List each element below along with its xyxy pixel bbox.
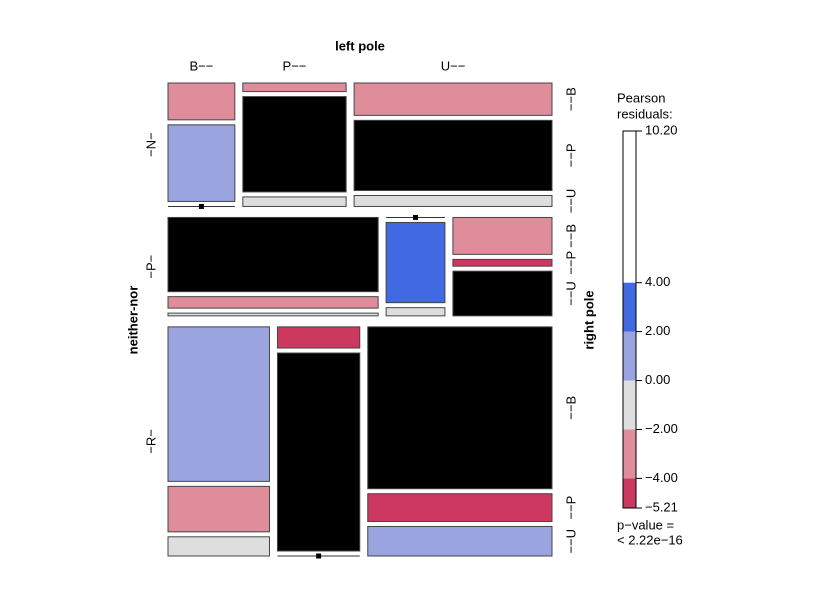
legend-tick-label: 10.20: [645, 122, 678, 137]
right-label: −−B: [563, 396, 578, 420]
tile: [452, 258, 553, 267]
legend-title: Pearson: [617, 90, 665, 105]
legend-swatch: [623, 331, 636, 381]
tile: [353, 82, 553, 116]
legend-tick-label: 4.00: [645, 274, 670, 289]
tile: [276, 352, 361, 552]
tile: [242, 196, 347, 207]
column-label: P−−: [283, 58, 307, 73]
legend-tick-label: −2.00: [645, 421, 678, 436]
legend-title: residuals:: [617, 106, 673, 121]
tile: [167, 326, 270, 482]
tile: [167, 124, 236, 202]
tile: [353, 195, 553, 207]
tile: [452, 216, 553, 255]
tile: [167, 82, 236, 121]
legend-tick-label: −5.21: [645, 499, 678, 514]
p-value: p−value =: [617, 517, 674, 532]
tile: [367, 493, 553, 523]
empty-marker: [316, 553, 322, 559]
column-label: U−−: [441, 58, 466, 73]
row-label: −R−: [143, 429, 158, 454]
tile: [242, 82, 347, 93]
y-axis-title: neither-nor: [125, 286, 140, 355]
right-label: −−U: [563, 529, 578, 554]
row-label: −P−: [143, 255, 158, 279]
tile: [452, 270, 553, 317]
tile: [167, 536, 270, 557]
tile: [167, 216, 379, 293]
legend-tick-label: 2.00: [645, 323, 670, 338]
legend-tick-label: −4.00: [645, 470, 678, 485]
legend-tick-label: 0.00: [645, 372, 670, 387]
tile: [385, 307, 446, 317]
tile: [367, 326, 553, 490]
tile: [167, 312, 379, 317]
column-label: B−−: [189, 58, 213, 73]
tile: [353, 119, 553, 192]
z-axis-title: right pole: [581, 290, 596, 349]
legend-swatch: [623, 478, 636, 508]
tile: [367, 526, 553, 557]
right-label: −−P: [563, 143, 578, 167]
right-label: −−B: [563, 224, 578, 248]
legend-swatch: [623, 282, 636, 332]
right-label: −−P: [563, 496, 578, 520]
tile: [167, 296, 379, 309]
tile: [276, 326, 361, 349]
empty-marker: [198, 203, 204, 209]
tile: [167, 485, 270, 533]
legend-swatch: [623, 429, 636, 479]
right-label: −−B: [563, 87, 578, 111]
tile: [385, 221, 446, 304]
tile: [242, 96, 347, 193]
right-label: −−P: [563, 251, 578, 275]
legend-swatch: [623, 380, 636, 430]
right-label: −−U: [563, 281, 578, 306]
right-label: −−U: [563, 189, 578, 214]
x-axis-title: left pole: [335, 38, 385, 53]
legend-frame: [622, 130, 637, 509]
p-value: < 2.22e−16: [617, 532, 683, 547]
empty-marker: [413, 214, 419, 220]
row-label: −N−: [143, 132, 158, 157]
